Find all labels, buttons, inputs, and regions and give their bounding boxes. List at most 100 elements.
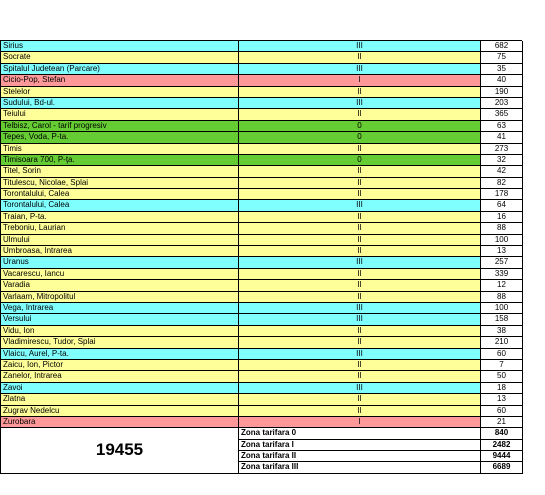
zone: 0 <box>239 132 481 144</box>
count: 12 <box>481 280 523 292</box>
zone: III <box>239 200 481 212</box>
street-name: Tepes, Voda, P-ta. <box>1 132 239 144</box>
street-name: Varadia <box>1 280 239 292</box>
count: 42 <box>481 166 523 178</box>
zone: II <box>239 268 481 281</box>
street-name: Torontalului, Calea <box>1 200 239 212</box>
zone: III <box>239 41 481 53</box>
count: 35 <box>481 63 523 76</box>
zone: II <box>239 234 481 247</box>
zone: II <box>239 394 481 406</box>
count: 13 <box>481 246 523 258</box>
street-name: Zaicu, Ion, Pictor <box>1 359 239 372</box>
street-name: Vega, Intrarea <box>1 302 239 315</box>
street-name: Zavoi <box>1 382 239 395</box>
count: 13 <box>481 394 523 406</box>
zone-total: 9444 <box>481 451 523 463</box>
zone: II <box>239 371 481 383</box>
zone: II <box>239 280 481 292</box>
zone-total: 6689 <box>481 462 523 474</box>
count: 88 <box>481 223 523 235</box>
zone-total: 840 <box>481 428 523 440</box>
zone: III <box>239 348 481 360</box>
street-name: Telbisz, Carol - tarif progresiv <box>1 120 239 133</box>
street-name: Zugrav Nedelcu <box>1 405 239 417</box>
count: 7 <box>481 359 523 372</box>
zone: I <box>239 416 481 429</box>
zone: I <box>239 75 481 87</box>
count: 21 <box>481 416 523 429</box>
street-name: Sudului, Bd-ul. <box>1 97 239 110</box>
street-name: Vlaicu, Aurel, P-ta. <box>1 348 239 360</box>
street-name: Titulescu, Nicolae, Splai <box>1 177 239 190</box>
zone: II <box>239 52 481 64</box>
street-name: Versului <box>1 314 239 326</box>
count: 158 <box>481 314 523 326</box>
count: 60 <box>481 348 523 360</box>
grand-total: 19455 <box>1 428 239 474</box>
count: 210 <box>481 337 523 349</box>
zone: II <box>239 211 481 224</box>
count: 190 <box>481 86 523 98</box>
zone: II <box>239 143 481 155</box>
street-name: Vidu, Ion <box>1 325 239 338</box>
count: 682 <box>481 41 523 53</box>
zone-label: Zona tarifara II <box>239 451 481 463</box>
zone: II <box>239 337 481 349</box>
zone: III <box>239 382 481 395</box>
count: 64 <box>481 200 523 212</box>
zone: II <box>239 177 481 190</box>
count: 257 <box>481 257 523 269</box>
count: 50 <box>481 371 523 383</box>
zone: II <box>239 223 481 235</box>
street-name: Uranus <box>1 257 239 269</box>
zone: II <box>239 86 481 98</box>
zone: II <box>239 405 481 417</box>
zone-total: 2482 <box>481 439 523 452</box>
street-name: Cicio-Pop, Stefan <box>1 75 239 87</box>
count: 40 <box>481 75 523 87</box>
street-name: Stelelor <box>1 86 239 98</box>
street-name: Timisoara 700, P-ţa. <box>1 154 239 167</box>
zone-label: Zona tarifara III <box>239 462 481 474</box>
zone: III <box>239 302 481 315</box>
street-name: Vacarescu, Iancu <box>1 268 239 281</box>
count: 18 <box>481 382 523 395</box>
street-name: Teiului <box>1 109 239 121</box>
count: 339 <box>481 268 523 281</box>
count: 203 <box>481 97 523 110</box>
street-name: Socrate <box>1 52 239 64</box>
street-name: Umbroasa, Intrarea <box>1 246 239 258</box>
count: 60 <box>481 405 523 417</box>
street-name: Sirius <box>1 41 239 53</box>
count: 38 <box>481 325 523 338</box>
zone: II <box>239 109 481 121</box>
zone: III <box>239 257 481 269</box>
street-name: Varlaam, Mitropolitul <box>1 291 239 303</box>
street-name: Timis <box>1 143 239 155</box>
count: 82 <box>481 177 523 190</box>
count: 41 <box>481 132 523 144</box>
street-name: Torontalului, Calea <box>1 189 239 201</box>
street-name: Titel, Sorin <box>1 166 239 178</box>
zone: II <box>239 189 481 201</box>
zone: II <box>239 166 481 178</box>
zone: III <box>239 314 481 326</box>
zone: 0 <box>239 120 481 133</box>
street-name: Zanelor, Intrarea <box>1 371 239 383</box>
count: 63 <box>481 120 523 133</box>
count: 88 <box>481 291 523 303</box>
zone: III <box>239 97 481 110</box>
zone: II <box>239 291 481 303</box>
zone: II <box>239 325 481 338</box>
count: 100 <box>481 302 523 315</box>
zone: II <box>239 359 481 372</box>
count: 75 <box>481 52 523 64</box>
street-name: Ulmului <box>1 234 239 247</box>
zone-label: Zona tarifara 0 <box>239 428 481 440</box>
count: 16 <box>481 211 523 224</box>
street-name: Zlatna <box>1 394 239 406</box>
street-name: Traian, P-ta. <box>1 211 239 224</box>
zone-label: Zona tarifara I <box>239 439 481 452</box>
